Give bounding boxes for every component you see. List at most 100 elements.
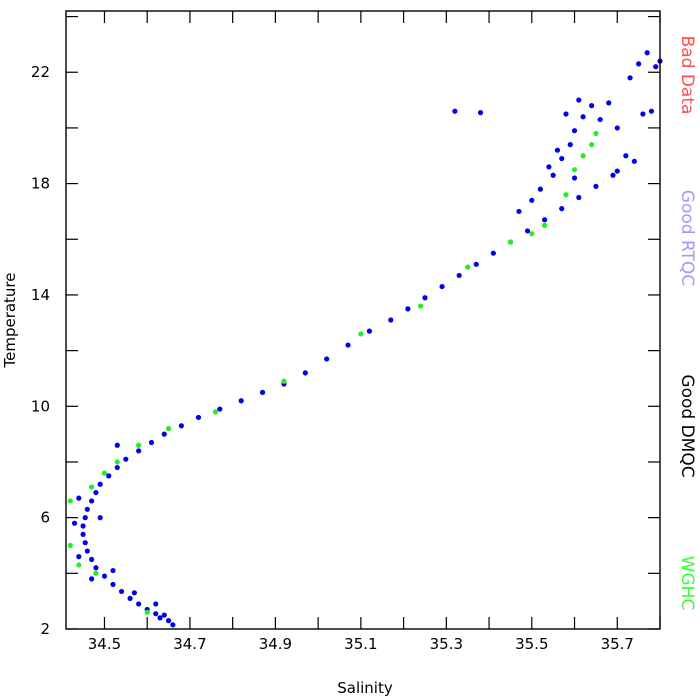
data-point bbox=[89, 556, 95, 563]
x-axis-label: Salinity bbox=[337, 679, 393, 697]
data-point bbox=[114, 464, 120, 471]
data-point bbox=[84, 506, 90, 512]
data-point bbox=[580, 114, 586, 120]
data-point bbox=[653, 64, 659, 70]
data-point bbox=[593, 183, 599, 189]
data-point bbox=[157, 615, 163, 621]
y-tick-label: 2 bbox=[40, 620, 50, 638]
wghc-point bbox=[563, 192, 569, 198]
data-point bbox=[93, 565, 99, 571]
wghc-point bbox=[465, 264, 471, 270]
data-point bbox=[161, 612, 167, 618]
data-point bbox=[554, 147, 561, 153]
data-point bbox=[76, 495, 82, 501]
data-point bbox=[106, 473, 112, 479]
data-point bbox=[217, 406, 223, 412]
data-point bbox=[302, 370, 308, 376]
data-point bbox=[477, 110, 484, 116]
data-point bbox=[136, 448, 142, 454]
data-point bbox=[153, 611, 159, 617]
legend-good-dmqc: Good DMQC bbox=[677, 374, 697, 477]
data-point bbox=[627, 75, 633, 81]
plot-frame bbox=[65, 10, 661, 630]
wghc-point bbox=[93, 570, 99, 576]
data-point bbox=[439, 283, 445, 290]
data-point bbox=[324, 356, 330, 362]
wghc-point bbox=[101, 470, 108, 476]
data-point bbox=[123, 456, 129, 462]
data-point bbox=[576, 194, 582, 201]
data-point bbox=[148, 439, 155, 446]
data-point bbox=[136, 601, 142, 607]
data-point bbox=[516, 208, 522, 215]
y-tick-label: 14 bbox=[31, 286, 50, 304]
data-point bbox=[422, 295, 428, 301]
data-point bbox=[127, 595, 133, 601]
data-point bbox=[118, 588, 125, 595]
data-point bbox=[131, 590, 137, 596]
data-point bbox=[165, 618, 172, 624]
data-point bbox=[559, 155, 565, 162]
data-point bbox=[80, 531, 86, 537]
data-point bbox=[546, 164, 552, 170]
data-point bbox=[623, 153, 629, 159]
data-point bbox=[178, 423, 184, 429]
data-point bbox=[571, 175, 578, 181]
y-tick-label: 18 bbox=[31, 175, 50, 193]
data-point bbox=[563, 111, 569, 117]
data-point bbox=[80, 523, 86, 529]
x-tick-label: 34.9 bbox=[259, 635, 292, 653]
wghc-point bbox=[114, 459, 120, 465]
wghc-point bbox=[67, 542, 73, 549]
data-point bbox=[114, 442, 120, 448]
tick-labels: 34.5 34.7 34.9 35.1 35.3 35.5 35.7 2 6 10 14 18 22 bbox=[31, 63, 634, 653]
y-axis-label: Temperature bbox=[1, 272, 19, 368]
data-point bbox=[473, 261, 479, 267]
data-point bbox=[110, 581, 116, 588]
data-point bbox=[452, 108, 458, 114]
wghc-point bbox=[136, 442, 142, 448]
data-point bbox=[259, 389, 266, 395]
data-point bbox=[537, 186, 543, 192]
data-point bbox=[606, 100, 612, 106]
data-point bbox=[97, 481, 103, 487]
wghc-point bbox=[589, 142, 595, 148]
wghc-point bbox=[571, 167, 578, 173]
y-tick-label: 10 bbox=[31, 397, 50, 415]
data-point bbox=[93, 489, 99, 496]
data-point bbox=[89, 498, 95, 504]
data-point bbox=[550, 172, 556, 178]
data-point bbox=[524, 228, 531, 234]
wghc-point bbox=[281, 378, 287, 384]
data-point bbox=[101, 573, 108, 579]
data-point bbox=[405, 306, 411, 312]
data-point bbox=[89, 576, 95, 582]
x-tick-label: 35.3 bbox=[430, 635, 463, 653]
y-tick-label: 6 bbox=[40, 509, 50, 527]
wghc-point bbox=[358, 331, 364, 337]
wghc-point bbox=[165, 425, 172, 432]
data-point bbox=[170, 622, 176, 628]
data-point bbox=[82, 515, 88, 521]
data-point bbox=[76, 554, 82, 560]
data-point bbox=[610, 172, 616, 178]
wghc-point bbox=[89, 484, 95, 490]
data-point bbox=[559, 206, 565, 212]
data-point bbox=[490, 250, 496, 256]
data-point bbox=[366, 328, 373, 334]
data-point bbox=[71, 520, 78, 526]
data-point bbox=[571, 128, 578, 134]
x-tick-label: 35.5 bbox=[515, 635, 548, 653]
data-point bbox=[597, 116, 603, 123]
legend-good-rtqc: Good RTQC bbox=[677, 190, 697, 286]
data-point bbox=[161, 431, 167, 437]
data-point bbox=[388, 317, 394, 323]
data-point bbox=[195, 414, 202, 421]
wghc-point bbox=[542, 222, 548, 228]
wghc-point bbox=[67, 498, 73, 504]
legend-wghc: WGHC bbox=[677, 556, 697, 611]
wghc-point bbox=[418, 303, 424, 309]
legend-bad-data: Bad Data bbox=[677, 36, 697, 115]
